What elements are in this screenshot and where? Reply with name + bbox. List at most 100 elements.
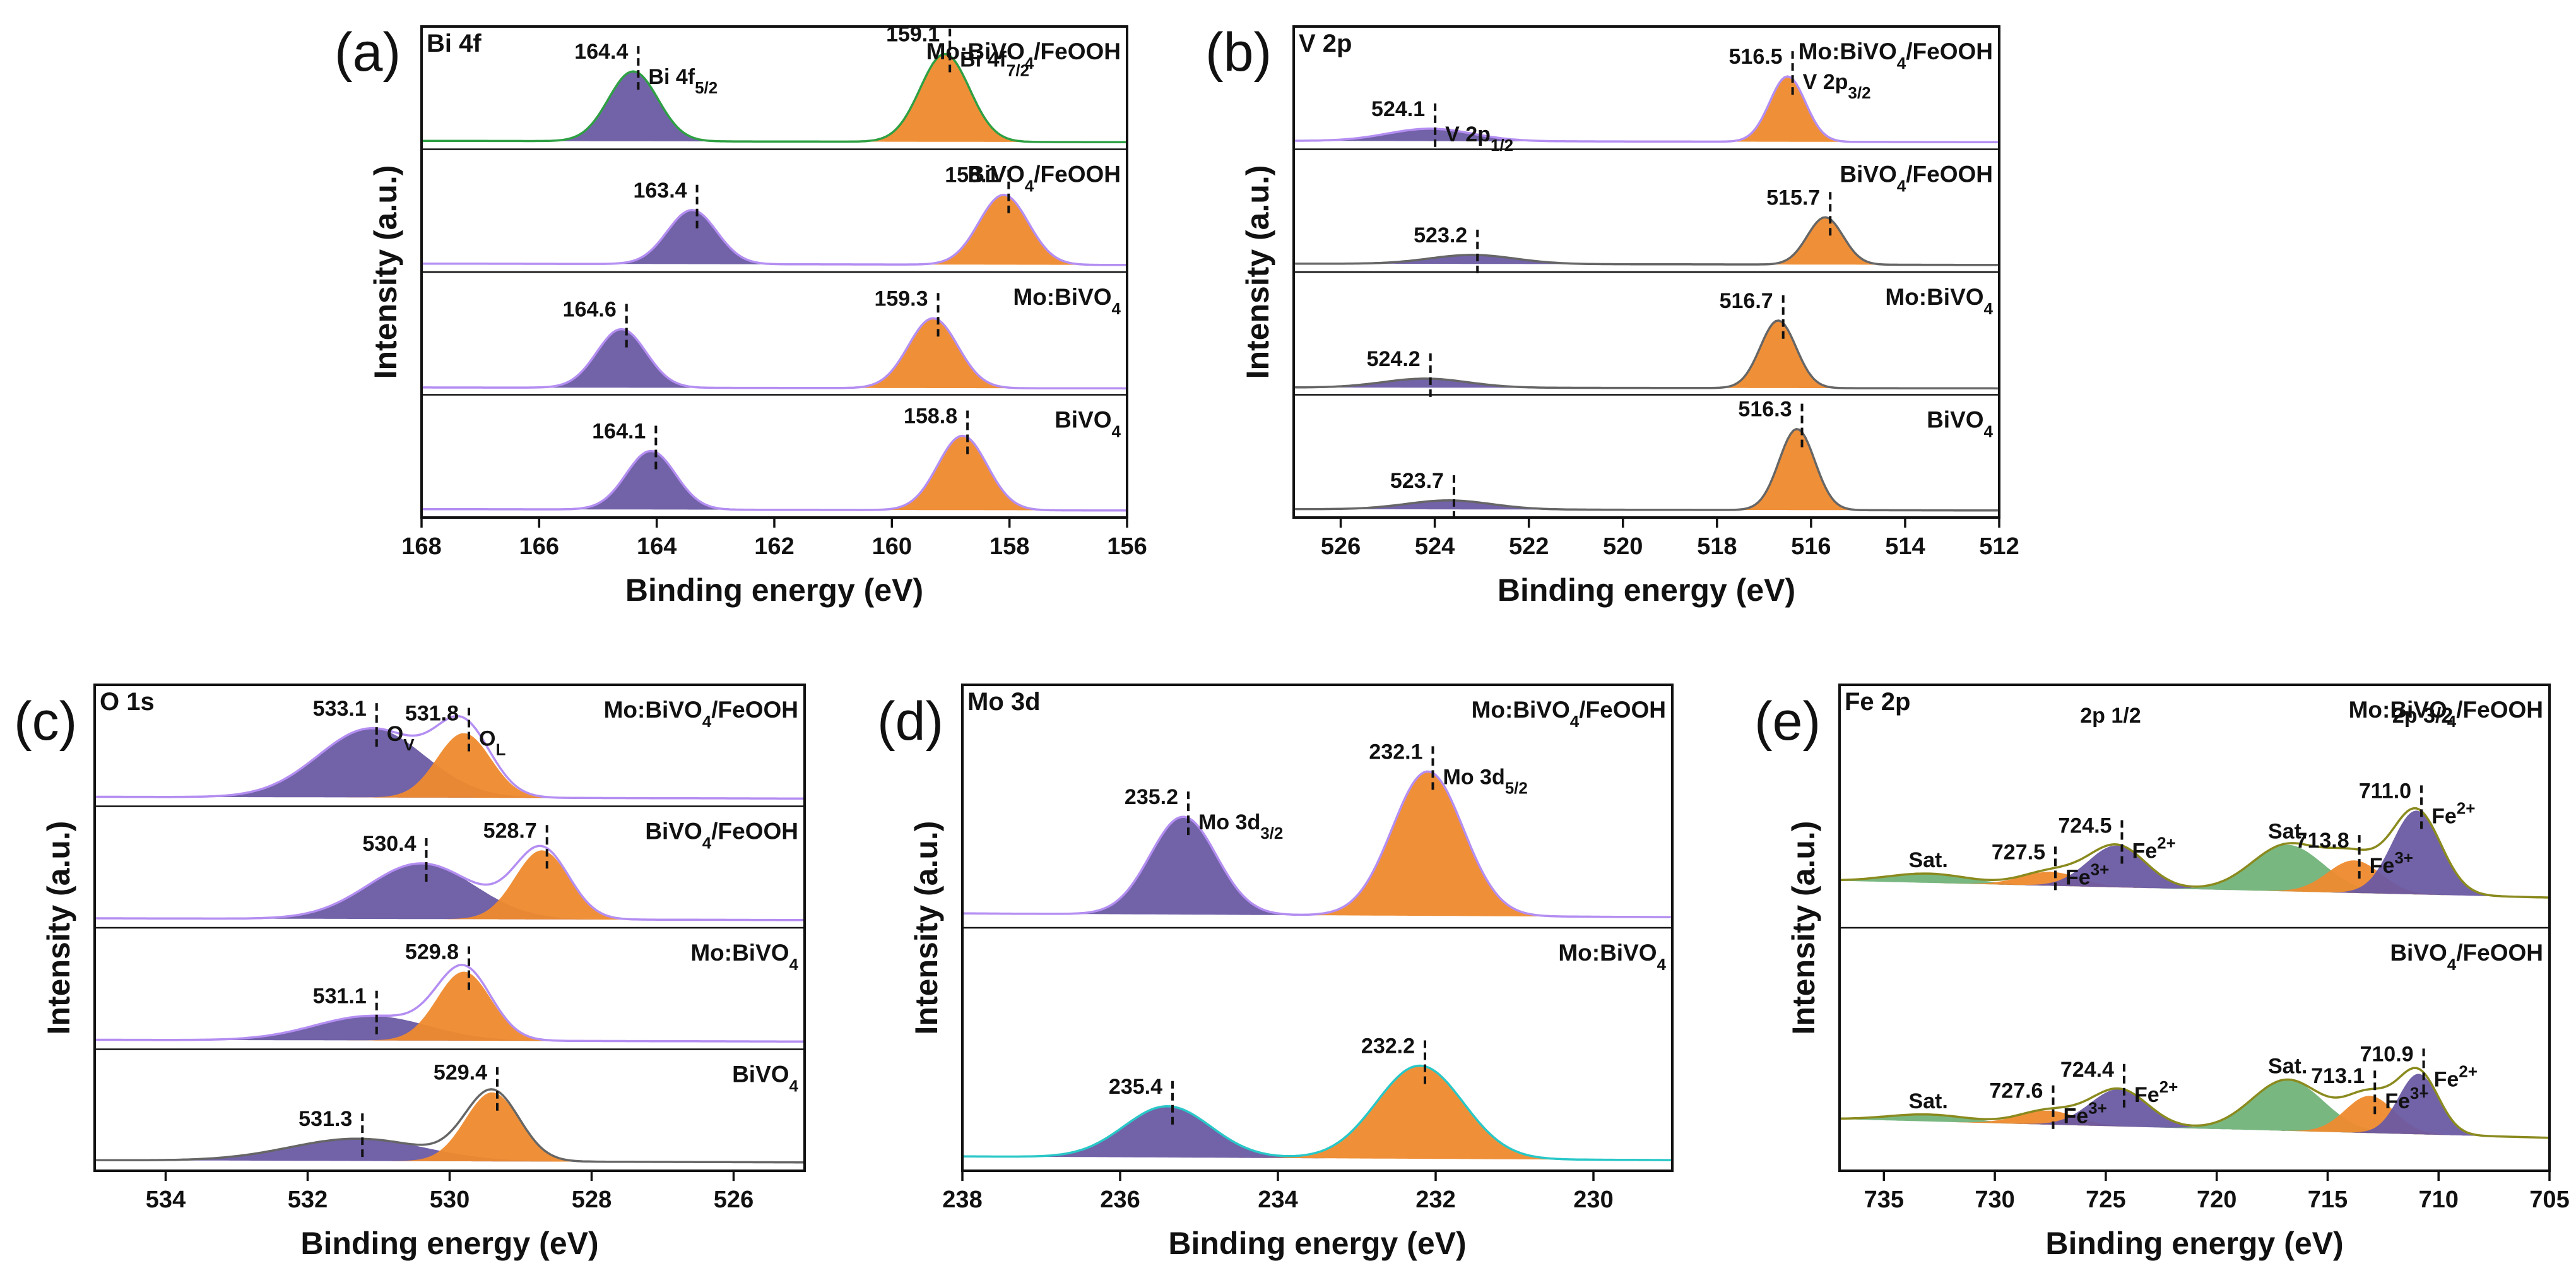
sample-name: BiVO4 (732, 1062, 798, 1096)
sample-b-3: BiVO4 523.7 516.3 (1294, 394, 1999, 519)
peak-value: 528.7 (483, 819, 537, 843)
peak-value: 232.1 (1369, 740, 1422, 764)
sample-name: Mo:BiVO4/FeOOH (1472, 697, 1666, 731)
sample-d-0: Mo:BiVO4/FeOOH 235.2 Mo 3d3/2 232.1 Mo 3d5/2 (962, 697, 1672, 918)
peak-value: 516.3 (1738, 398, 1792, 422)
sample-c-3: BiVO4 531.3 529.4 (95, 1048, 805, 1164)
envelope-b-3 (1294, 427, 1999, 512)
peak-value: 529.8 (405, 940, 459, 964)
peak-name: Fe2+ (2134, 1077, 2178, 1107)
envelope-b-1 (1293, 216, 1999, 266)
peak-c-2-1 (95, 971, 805, 1042)
envelope-c-2 (94, 964, 805, 1043)
peak-name: V 2p3/2 (1803, 70, 1871, 102)
peak-b-1-0 (1294, 254, 1999, 265)
sample-name: BiVO4/FeOOH (1840, 162, 1993, 196)
sample-name: Mo:BiVO4/FeOOH (604, 697, 798, 731)
peak-value: 533.1 (313, 697, 367, 721)
peak-e-0-1 (1840, 872, 2549, 898)
peak-a-1-1 (422, 194, 1127, 265)
sample-b-0: Mo:BiVO4/FeOOH 524.1 V 2p1/2 516.5 V 2p3/2 (1294, 38, 1999, 155)
x-tick-label: 720 (2197, 1187, 2236, 1213)
peak-d-0-0 (962, 817, 1672, 918)
x-tick-label: 526 (714, 1187, 753, 1213)
x-tick-label: 166 (519, 533, 559, 560)
peak-value: 232.2 (1361, 1034, 1415, 1058)
peak-value: 710.9 (2360, 1042, 2413, 1066)
sample-name: BiVO4 (1055, 407, 1121, 441)
peak-b-3-1 (1294, 429, 1999, 511)
x-tick-label: 512 (1979, 533, 2019, 560)
peak-b-2-0 (1294, 378, 1999, 389)
element-label: O 1s (100, 688, 155, 716)
sample-name: BiVO4/FeOOH (2390, 940, 2543, 974)
x-tick-label: 158 (990, 533, 1029, 560)
envelope-c-1 (94, 844, 805, 921)
peak-e-1-4 (1840, 1096, 2549, 1138)
peak-value: 164.6 (563, 298, 617, 322)
peak-value: 713.8 (2296, 829, 2349, 853)
peak-value: 724.5 (2058, 814, 2112, 838)
envelope-a-0 (421, 52, 1127, 144)
y-axis-label: Intensity (a.u.) (1786, 821, 1821, 1035)
peak-value: 530.4 (362, 832, 416, 856)
sample-b-1: BiVO4/FeOOH 523.2 515.7 (1293, 148, 1999, 274)
envelope-b-2 (1294, 319, 1999, 390)
x-axis-label: Binding energy (eV) (1498, 572, 1795, 608)
peak-c-3-1 (95, 1092, 805, 1163)
sample-c-1: BiVO4/FeOOH 530.4 528.7 (94, 805, 805, 921)
x-tick-label: 522 (1509, 533, 1549, 560)
envelope-e-0 (1839, 807, 2550, 899)
peak-a-0-0 (422, 71, 1127, 143)
peak-name: Fe3+ (2385, 1084, 2428, 1113)
peak-c-0-1 (95, 733, 805, 799)
peak-value: 523.2 (1414, 223, 1467, 247)
x-axis-label: Binding energy (eV) (1168, 1226, 1466, 1261)
sample-d-1: Mo:BiVO4 235.4 232.2 (962, 927, 1672, 1161)
peak-value: 711.0 (2359, 779, 2411, 803)
panel-label-c: (c) (14, 691, 77, 752)
peak-name: Sat. (2268, 1055, 2307, 1079)
peak-name: Sat. (1908, 1089, 1947, 1113)
x-tick-label: 238 (942, 1187, 982, 1213)
peak-value: 529.4 (434, 1061, 487, 1085)
peak-name: Fe3+ (2063, 1099, 2106, 1128)
sample-name: Mo:BiVO4 (1013, 284, 1121, 318)
plot-frame (1838, 684, 2551, 1172)
peak-value: 235.4 (1109, 1075, 1162, 1099)
x-axis-label: Binding energy (eV) (2045, 1226, 2343, 1261)
x-tick-label: 518 (1697, 533, 1737, 560)
peak-name: Fe2+ (2132, 834, 2175, 863)
sample-name: Mo:BiVO4/FeOOH (2349, 697, 2543, 731)
panel-label-d: (d) (877, 691, 943, 752)
peak-b-0-0 (1294, 128, 1999, 143)
y-axis-label: Intensity (a.u.) (1240, 165, 1275, 379)
orbital-annotation: 2p 3/2 (2392, 704, 2453, 728)
sample-name: Mo:BiVO4 (690, 940, 798, 974)
peak-a-2-1 (422, 318, 1127, 389)
x-tick-label: 164 (637, 533, 676, 560)
x-tick-label: 730 (1975, 1187, 2014, 1213)
x-tick-label: 168 (401, 533, 441, 560)
envelope-a-2 (422, 317, 1127, 390)
peak-a-0-1 (422, 54, 1127, 143)
peak-value: 713.1 (2311, 1064, 2365, 1088)
peak-c-1-0 (95, 863, 805, 920)
element-label: V 2p (1299, 30, 1352, 57)
peak-e-1-1 (1840, 1110, 2549, 1138)
element-label: Bi 4f (427, 30, 482, 57)
x-axis-label: Binding energy (eV) (625, 572, 923, 608)
peak-name: Sat. (2268, 820, 2307, 844)
peak-value: 531.1 (313, 985, 367, 1009)
x-tick-label: 524 (1415, 533, 1455, 560)
peak-value: 164.4 (574, 40, 628, 64)
sample-name: Mo:BiVO4/FeOOH (1799, 38, 1993, 73)
peak-a-3-0 (422, 451, 1127, 511)
peak-name: Sat. (1908, 848, 1947, 872)
x-tick-label: 520 (1603, 533, 1643, 560)
y-axis-label: Intensity (a.u.) (41, 821, 76, 1035)
peak-name: Bi 4f7/2 (960, 48, 1029, 80)
